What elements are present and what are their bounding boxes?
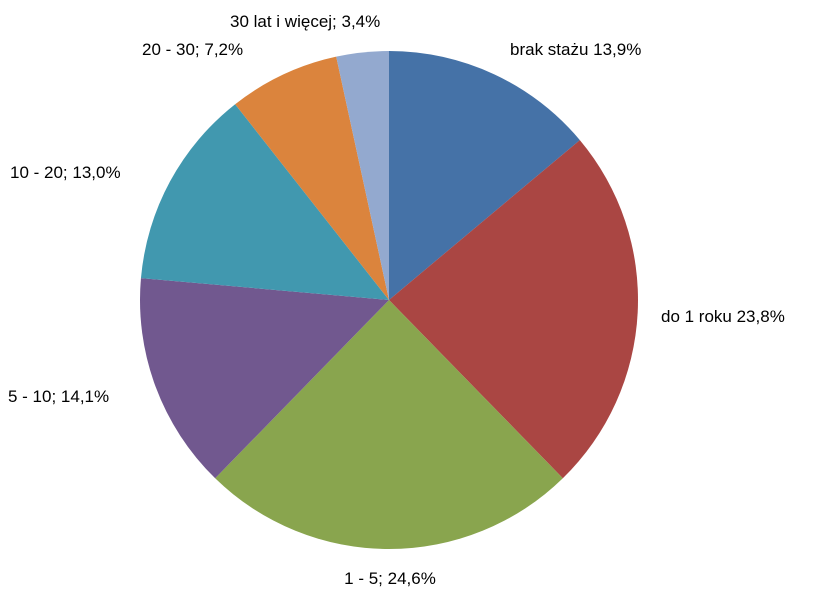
label-5-10: 5 - 10; 14,1% xyxy=(8,387,109,406)
pie-slice-5-10 xyxy=(139,278,389,479)
pie-slice-do-1-roku xyxy=(389,140,639,479)
label-do-1-roku: do 1 roku 23,8% xyxy=(661,307,785,326)
pie-slice-brak-stazu xyxy=(389,50,580,300)
label-10-20: 10 - 20; 13,0% xyxy=(10,163,121,182)
label-30-lat-i-wiecej: 30 lat i więcej; 3,4% xyxy=(230,12,380,31)
pie-slice-30-lat-i-wiecej xyxy=(336,51,389,300)
pie-slice-10-20 xyxy=(140,104,389,301)
label-1-5: 1 - 5; 24,6% xyxy=(344,569,436,588)
pie-slices xyxy=(139,50,639,549)
pie-slice-20-30 xyxy=(235,56,389,300)
pie-slice-1-5 xyxy=(215,300,563,549)
label-20-30: 20 - 30; 7,2% xyxy=(142,40,243,59)
label-brak-stazu: brak stażu 13,9% xyxy=(510,40,641,59)
pie-labels: brak stażu 13,9% do 1 roku 23,8% 1 - 5; … xyxy=(8,12,785,588)
